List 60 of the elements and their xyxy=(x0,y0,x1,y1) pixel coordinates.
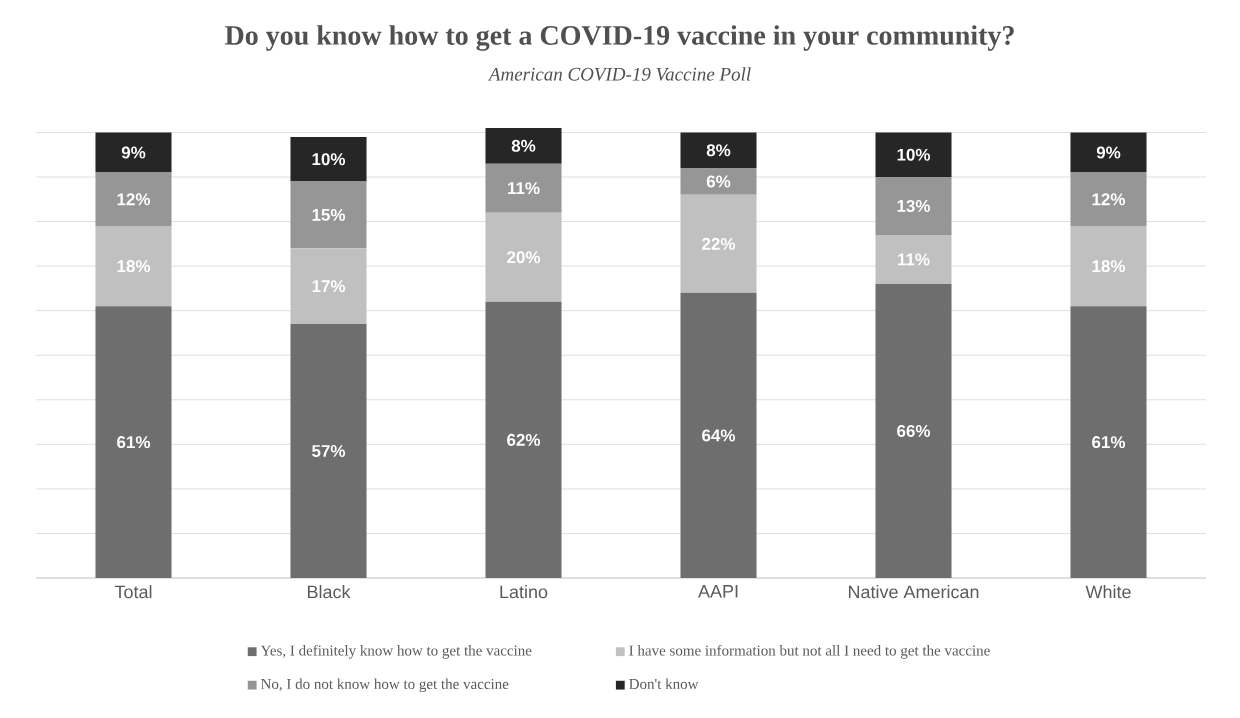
bar xyxy=(1070,306,1147,578)
data-label: 11% xyxy=(898,253,930,266)
bar xyxy=(680,132,757,169)
bar xyxy=(95,306,172,578)
bar xyxy=(290,324,367,578)
data-label: 66% xyxy=(897,424,931,437)
data-label: 18% xyxy=(117,260,151,273)
bar xyxy=(485,163,562,213)
data-label: 61% xyxy=(1092,436,1126,449)
x-tick-label: AAPI xyxy=(698,585,738,598)
bar xyxy=(875,234,952,284)
bar xyxy=(95,226,172,307)
bar xyxy=(875,177,952,235)
data-label: 9% xyxy=(1096,146,1121,159)
x-tick-label: Total xyxy=(114,585,152,599)
x-tick-label: Native American xyxy=(848,585,979,599)
data-label: 12% xyxy=(1092,193,1126,206)
bar xyxy=(680,168,757,195)
data-label: 15% xyxy=(312,208,346,221)
data-label: 62% xyxy=(507,433,541,446)
data-label: 20% xyxy=(507,251,541,264)
bar xyxy=(485,128,562,164)
bar xyxy=(1070,172,1147,227)
bar xyxy=(1070,226,1147,307)
x-tick-label: White xyxy=(1085,585,1131,599)
bar xyxy=(290,136,367,182)
data-label: 13% xyxy=(897,199,931,212)
data-label: 8% xyxy=(706,144,731,157)
data-label: 61% xyxy=(117,436,151,449)
bar xyxy=(95,172,172,227)
data-label: 64% xyxy=(702,429,736,442)
bar xyxy=(1070,132,1147,173)
bar xyxy=(680,292,757,578)
bar xyxy=(875,132,952,177)
bar xyxy=(680,194,757,293)
bar xyxy=(875,283,952,578)
data-label: 8% xyxy=(511,139,536,152)
data-label: 57% xyxy=(312,445,346,458)
legend-label: I have some information but not all I need to get the vaccine xyxy=(629,644,990,659)
data-label: 18% xyxy=(1092,260,1126,273)
legend-label: Yes, I definitely know how to get the vaccine xyxy=(260,644,532,659)
chart-title: Do you know how to get a COVID-19 vaccine in your community? xyxy=(225,25,1014,51)
bar xyxy=(485,212,562,302)
bar xyxy=(95,132,172,173)
data-label: 12% xyxy=(117,193,151,206)
data-label: 6% xyxy=(706,175,731,188)
bar xyxy=(290,181,367,249)
x-tick-label: Black xyxy=(307,585,351,599)
bar xyxy=(290,248,367,325)
x-tick-label: Latino xyxy=(500,585,548,599)
data-label: 10% xyxy=(312,153,346,166)
legend-label: Don't know xyxy=(629,678,699,690)
data-label: 22% xyxy=(702,237,736,250)
data-label: 11% xyxy=(508,182,540,195)
data-label: 10% xyxy=(897,148,931,161)
chart-subtitle: American COVID-19 Vaccine Poll xyxy=(487,67,751,81)
bar xyxy=(485,301,562,578)
data-label: 9% xyxy=(121,146,146,159)
data-label: 17% xyxy=(312,280,346,293)
legend-label: No, I do not know how to get the vaccine xyxy=(261,678,509,693)
